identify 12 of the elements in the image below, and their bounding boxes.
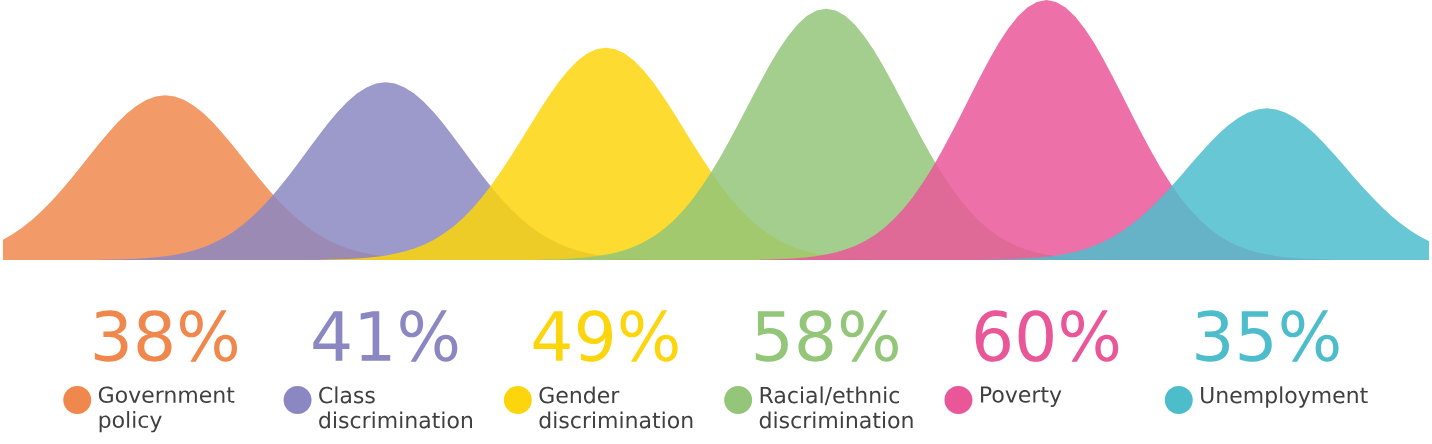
data-label: 41% [313,310,458,362]
category-label: Government policy [98,386,235,433]
data-label: 58% [755,310,898,362]
category-label: Racial/ethnic discrimination [759,386,913,429]
category-label: Poverty [981,386,1062,407]
category-label: Class discrimination [319,386,473,429]
category-label: Unemployment [1201,386,1368,408]
data-label: 38% [94,310,238,362]
category-label: Gender discrimination [539,386,693,429]
data-label: 60% [975,310,1119,362]
data-label: 35% [1196,310,1339,362]
data-label: 49% [533,310,678,362]
